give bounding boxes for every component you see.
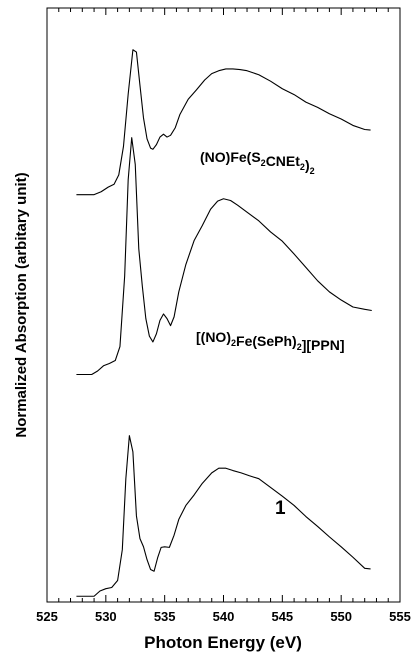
- x-tick-labels: 525 530 535 540 545 550 555: [36, 609, 411, 624]
- series-label-1: (NO)Fe(S2CNEt2)2: [200, 149, 315, 176]
- series-curves: [76, 49, 372, 597]
- series-labels: (NO)Fe(S2CNEt2)2 [(NO)2Fe(SePh)2][PPN] 1: [196, 149, 345, 519]
- x-tick-label: 530: [95, 609, 117, 624]
- x-tick-label: 540: [213, 609, 235, 624]
- series-label-2: [(NO)2Fe(SePh)2][PPN]: [196, 329, 345, 353]
- x-ticks: [46, 8, 401, 602]
- x-tick-label: 555: [389, 609, 411, 624]
- x-axis-title: Photon Energy (eV): [144, 633, 302, 652]
- y-axis-title: Normalized Absorption (arbitary unit): [13, 172, 30, 437]
- series-line-1: [76, 49, 371, 196]
- x-tick-label: 535: [154, 609, 176, 624]
- series-line-3: [76, 435, 371, 597]
- x-tick-label: 525: [36, 609, 58, 624]
- series-line-2: [76, 137, 372, 376]
- x-tick-label: 550: [330, 609, 352, 624]
- plot-frame: [46, 7, 401, 603]
- series-label-3: 1: [275, 498, 286, 519]
- x-tick-label: 545: [271, 609, 293, 624]
